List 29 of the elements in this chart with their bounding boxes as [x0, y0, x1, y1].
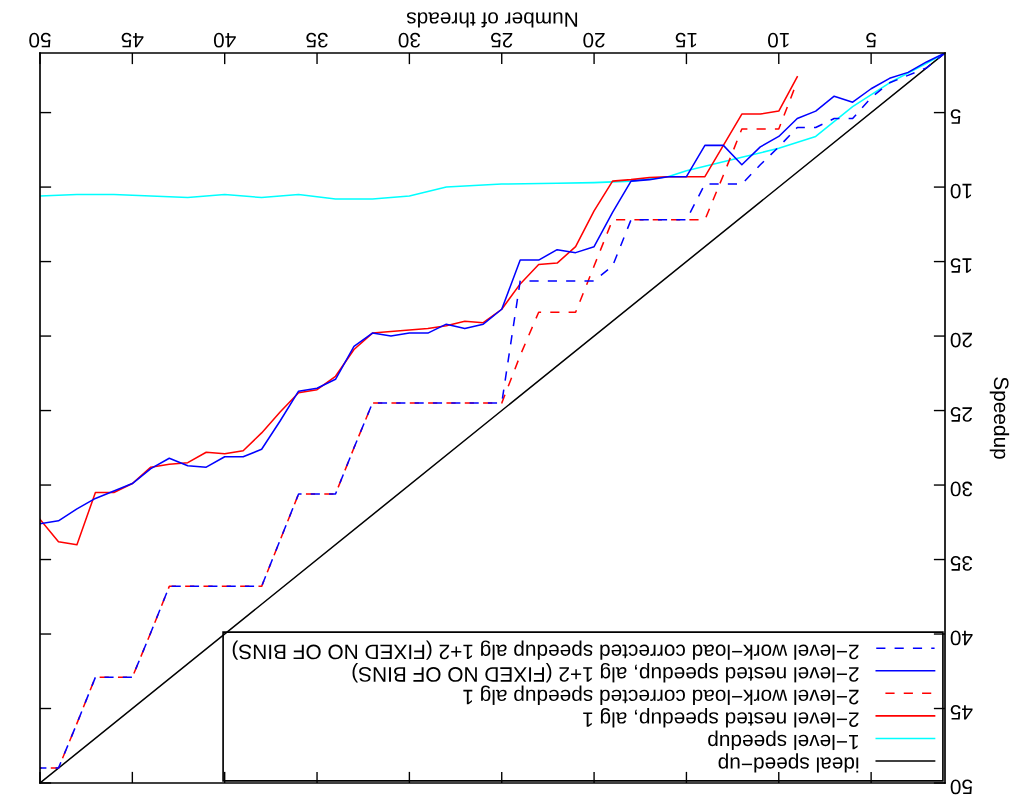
x-tick-label: 5: [866, 32, 877, 48]
y-tick-label: 15: [950, 258, 972, 273]
x-tick-label: 30: [398, 32, 421, 48]
y-tick-label: 10: [950, 183, 972, 199]
x-tick-label: 25: [491, 32, 513, 48]
x-tick-label: 45: [121, 32, 144, 48]
y-tick-label: 20: [950, 332, 972, 348]
y-tick-label: 30: [950, 481, 973, 497]
legend-label: 2−level work−load corrected speedup alg 1: [463, 685, 859, 705]
legend-label: 2−level nested speedup, alg 1: [583, 708, 859, 728]
y-tick-label: 45: [950, 705, 973, 720]
legend-label: ideal speed−up: [718, 753, 859, 773]
y-tick-label: 35: [950, 556, 973, 571]
y-tick-label: 25: [950, 407, 972, 422]
y-tick-label: 5: [950, 109, 961, 124]
legend-label: 1−level speedup: [708, 730, 858, 751]
y-axis-title: Speedup: [989, 377, 1010, 459]
x-tick-label: 35: [306, 32, 328, 48]
y-tick-label: 40: [950, 630, 973, 646]
x-axis-title: Number of threads: [406, 12, 578, 28]
x-tick-label: 15: [675, 32, 697, 48]
y-tick-label: 50: [950, 779, 973, 795]
legend-label: 2−level nested speedup, alg 1+2 (FIXED NO OF BINS): [352, 662, 859, 683]
line-series: [40, 76, 799, 546]
x-tick-label: 50: [29, 32, 51, 48]
x-tick-label: 40: [213, 32, 236, 48]
x-tick-label: 10: [768, 32, 789, 48]
x-tick-label: 20: [583, 32, 605, 48]
legend-label: 2−level work−load corrected speedup alg 1+2 (FIXED NO OF BINS): [232, 640, 859, 660]
